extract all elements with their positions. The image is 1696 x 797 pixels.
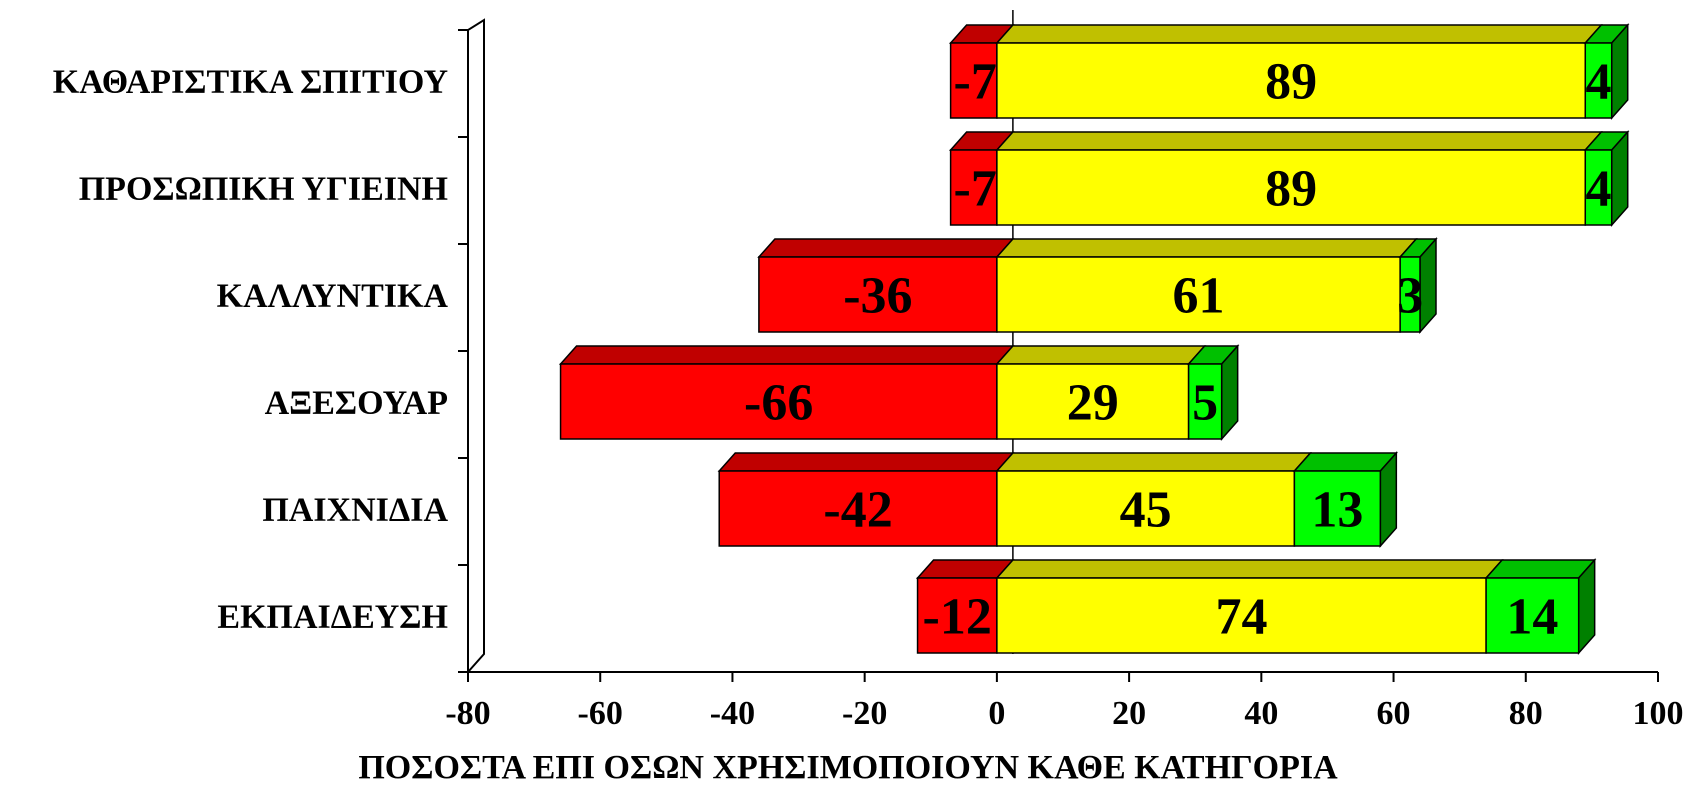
middle-segment-top (995, 345, 1207, 365)
middle-segment (996, 149, 1587, 226)
middle-segment-top (995, 452, 1313, 472)
negative-segment (758, 256, 998, 333)
middle-label: 74 (1216, 589, 1268, 646)
category-labels: ΚΑΘΑΡΙΣΤΙΚΑ ΣΠΙΤΙΟΥ ΠΡΟΣΩΠΙΚΗ ΥΓΙΕΙΝΗ ΚΑΛΛ… (53, 64, 449, 636)
negative-segment-top (558, 345, 1015, 365)
x-tick-label: 40 (1244, 695, 1278, 732)
x-tick-label: 0 (988, 695, 1005, 732)
category-label: ΚΑΛΛΥΝΤΙΚΑ (217, 278, 449, 315)
bar-row: -7 89 4 (948, 23, 1630, 120)
bar-row: -12 74 14 (915, 558, 1597, 655)
negative-segment (916, 577, 998, 654)
negative-segment (949, 42, 998, 119)
x-tick-label: -60 (578, 695, 623, 732)
middle-segment (996, 256, 1401, 333)
middle-segment-top (995, 24, 1603, 44)
positive-segment-top (1292, 452, 1399, 472)
bar-row: -7 89 4 (948, 130, 1630, 227)
negative-segment (949, 149, 998, 226)
positive-label: 3 (1397, 268, 1423, 325)
middle-label: 45 (1120, 482, 1172, 539)
positive-segment (1584, 149, 1613, 226)
positive-segment (1399, 256, 1421, 333)
middle-segment (996, 42, 1587, 119)
positive-label: 4 (1586, 161, 1612, 218)
middle-label: 29 (1067, 375, 1119, 432)
x-tick-label: -20 (842, 695, 887, 732)
x-tick-label: 60 (1377, 695, 1411, 732)
positive-segment (1187, 363, 1223, 440)
bar-row: -66 29 5 (558, 344, 1240, 441)
negative-label: -66 (744, 375, 813, 432)
category-label: ΠΑΙΧΝΙΔΙΑ (262, 492, 448, 529)
middle-segment (996, 470, 1296, 547)
middle-segment-top (995, 131, 1603, 151)
x-tick-label: 20 (1112, 695, 1146, 732)
negative-segment (559, 363, 998, 440)
x-tick-label: 80 (1509, 695, 1543, 732)
negative-label: -42 (823, 482, 892, 539)
x-axis-title: ΠΟΣΟΣΤΑ ΕΠΙ ΟΣΩΝ ΧΡΗΣΙΜΟΠΟΙΟΥΝ ΚΑΘΕ ΚΑΤΗ… (358, 749, 1338, 786)
positive-segment (1485, 577, 1580, 654)
middle-label: 89 (1265, 161, 1317, 218)
middle-label: 61 (1173, 268, 1225, 325)
category-label: ΚΑΘΑΡΙΣΤΙΚΑ ΣΠΙΤΙΟΥ (53, 64, 448, 101)
negative-segment-top (717, 452, 1015, 472)
x-axis: -80 -60 -40 -20 0 20 40 60 80 100 (445, 671, 1684, 732)
chart-bars: -7 89 4 -7 89 4 -36 61 3 -66 29 5 -42 45 13 -12 74 14 (558, 23, 1630, 655)
negative-segment-top (757, 238, 1015, 258)
middle-label: 89 (1265, 54, 1317, 111)
positive-label: 14 (1506, 589, 1558, 646)
bar-row: -36 61 3 (757, 237, 1438, 334)
positive-label: 4 (1586, 54, 1612, 111)
middle-segment (996, 363, 1190, 440)
negative-label: -7 (954, 54, 997, 111)
x-tick-label: -80 (445, 695, 490, 732)
positive-segment (1584, 42, 1613, 119)
middle-segment-top (995, 238, 1418, 258)
category-label: ΠΡΟΣΩΠΙΚΗ ΥΓΙΕΙΝΗ (79, 171, 448, 208)
negative-label: -12 (923, 589, 992, 646)
positive-segment (1293, 470, 1382, 547)
x-tick-label: 100 (1633, 695, 1684, 732)
side-wall (467, 18, 485, 675)
middle-segment (996, 577, 1487, 654)
positive-label: 5 (1192, 375, 1218, 432)
bar-row: -42 45 13 (717, 451, 1399, 548)
x-tick-label: -40 (710, 695, 755, 732)
category-label: ΑΞΕΣΟΥΑΡ (265, 385, 448, 422)
negative-label: -36 (843, 268, 912, 325)
middle-segment-top (995, 559, 1504, 579)
positive-label: 13 (1311, 482, 1363, 539)
positive-segment-top (1484, 559, 1597, 579)
category-label: ΕΚΠΑΙΔΕΥΣΗ (217, 599, 448, 636)
negative-label: -7 (954, 161, 997, 218)
negative-segment (718, 470, 998, 547)
